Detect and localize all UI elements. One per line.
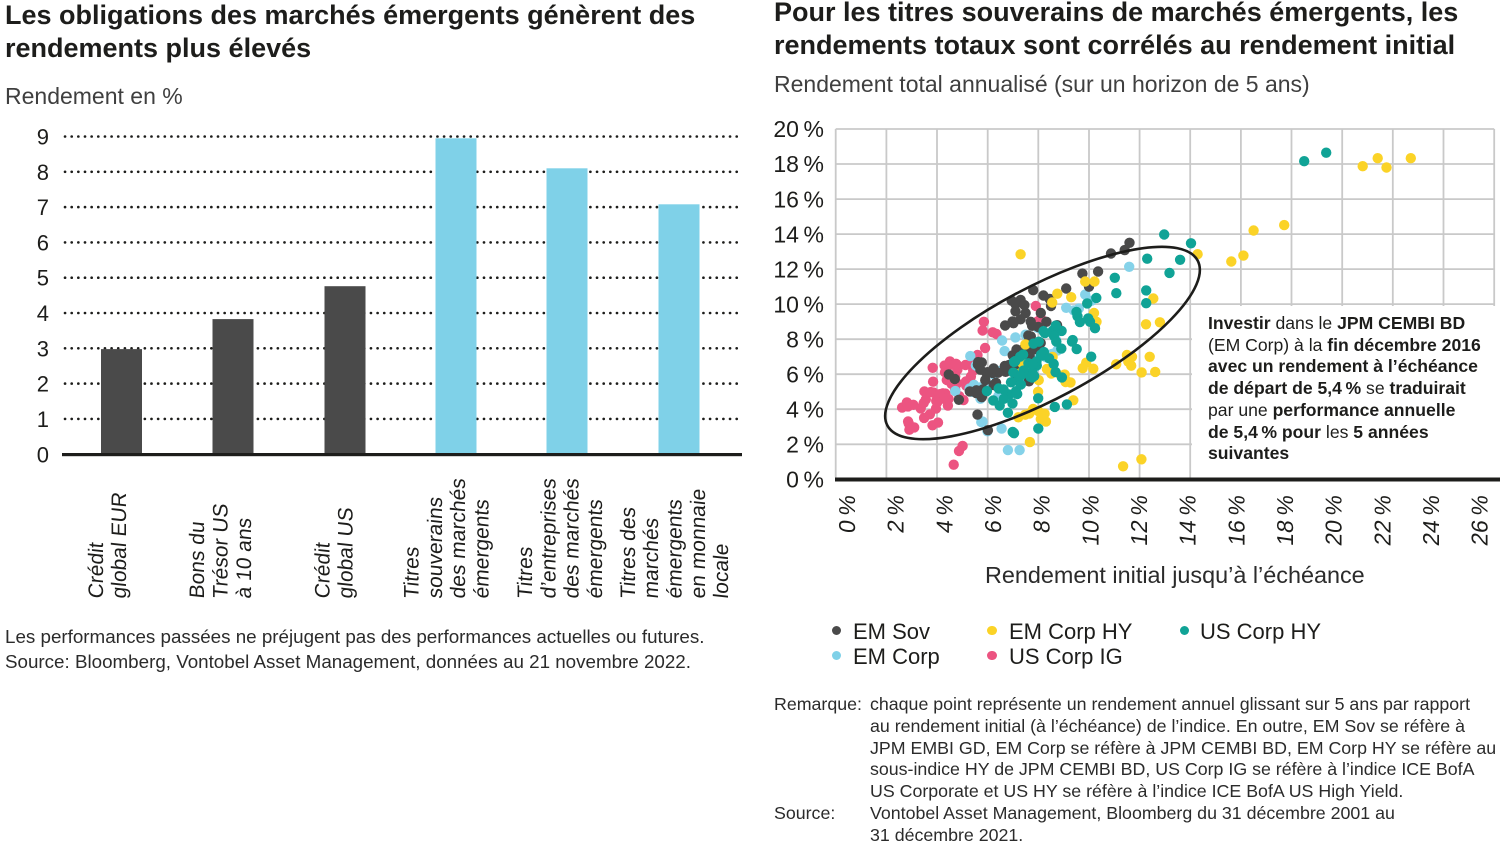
svg-text:14 %: 14 %: [1175, 493, 1201, 547]
svg-text:en monnaie: en monnaie: [687, 487, 710, 599]
svg-text:4 %: 4 %: [931, 493, 957, 534]
svg-text:18 %: 18 %: [1272, 493, 1298, 547]
svg-text:émergents: émergents: [584, 498, 607, 600]
svg-text:3: 3: [37, 336, 49, 361]
svg-text:8 %: 8 %: [786, 326, 824, 352]
svg-text:12 %: 12 %: [773, 256, 824, 282]
svg-text:0: 0: [37, 443, 49, 468]
svg-text:18 %: 18 %: [773, 151, 824, 177]
svg-text:0 %: 0 %: [786, 467, 824, 493]
svg-text:d’entreprises: d’entreprises: [537, 477, 560, 600]
svg-text:10 %: 10 %: [1077, 493, 1103, 547]
svg-text:6 %: 6 %: [786, 361, 824, 387]
svg-text:des marchés: des marchés: [561, 477, 584, 600]
svg-text:1: 1: [37, 407, 49, 432]
svg-text:2 %: 2 %: [883, 493, 909, 534]
svg-text:6 %: 6 %: [980, 493, 1006, 534]
svg-text:Titres des: Titres des: [617, 506, 640, 600]
svg-text:16 %: 16 %: [1224, 493, 1250, 547]
svg-text:des marchés: des marchés: [447, 477, 470, 600]
svg-text:4: 4: [37, 301, 49, 326]
svg-text:Titres: Titres: [514, 545, 537, 599]
svg-text:2: 2: [37, 372, 49, 397]
svg-text:24 %: 24 %: [1418, 493, 1444, 547]
svg-text:global EUR: global EUR: [108, 491, 131, 600]
svg-text:0 %: 0 %: [834, 493, 860, 534]
svg-text:16 %: 16 %: [773, 186, 824, 212]
svg-text:6: 6: [37, 230, 49, 255]
svg-text:12 %: 12 %: [1126, 493, 1152, 547]
svg-text:14 %: 14 %: [773, 221, 824, 247]
svg-text:4 %: 4 %: [786, 396, 824, 422]
svg-text:5: 5: [37, 266, 49, 291]
svg-text:22 %: 22 %: [1370, 493, 1396, 547]
svg-text:souverains: souverains: [424, 496, 447, 600]
svg-text:Crédit: Crédit: [85, 541, 108, 600]
svg-text:2 %: 2 %: [786, 432, 824, 458]
svg-text:10 %: 10 %: [773, 291, 824, 317]
svg-text:20 %: 20 %: [1321, 493, 1347, 547]
svg-text:7: 7: [37, 195, 49, 220]
svg-text:8 %: 8 %: [1029, 493, 1055, 534]
svg-text:global US: global US: [335, 506, 358, 599]
svg-text:Bons du: Bons du: [186, 520, 209, 599]
svg-text:Trésor US: Trésor US: [210, 502, 233, 599]
svg-text:à 10 ans: à 10 ans: [233, 517, 256, 600]
svg-text:Titres: Titres: [401, 545, 424, 599]
svg-text:émergents: émergents: [664, 498, 687, 600]
svg-text:9: 9: [37, 125, 49, 150]
svg-text:marchés: marchés: [640, 517, 663, 600]
svg-text:émergents: émergents: [470, 498, 493, 600]
svg-text:20 %: 20 %: [773, 116, 824, 142]
svg-text:8: 8: [37, 160, 49, 185]
svg-text:26 %: 26 %: [1467, 493, 1493, 547]
svg-text:locale: locale: [710, 542, 733, 599]
svg-text:Crédit: Crédit: [311, 541, 334, 600]
